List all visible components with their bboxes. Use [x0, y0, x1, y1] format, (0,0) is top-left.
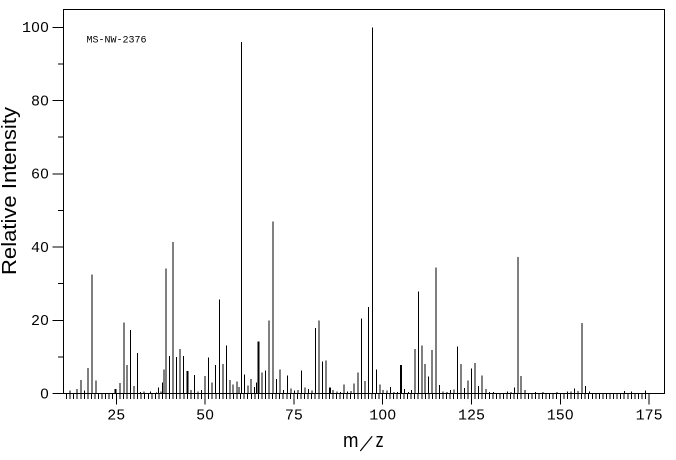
svg-text:150: 150: [547, 408, 574, 425]
svg-text:m: m: [343, 430, 359, 452]
svg-text:25: 25: [107, 408, 125, 425]
svg-text:75: 75: [285, 408, 303, 425]
svg-text:MS-NW-2376: MS-NW-2376: [87, 36, 147, 47]
svg-text:Relative Intensity: Relative Intensity: [0, 107, 21, 275]
svg-text:40: 40: [31, 240, 49, 257]
svg-text:z: z: [376, 430, 384, 452]
svg-text:175: 175: [636, 408, 663, 425]
svg-text:20: 20: [31, 313, 49, 330]
svg-text:125: 125: [458, 408, 485, 425]
svg-text:50: 50: [196, 408, 214, 425]
svg-text:60: 60: [31, 167, 49, 184]
svg-text:80: 80: [31, 93, 49, 110]
